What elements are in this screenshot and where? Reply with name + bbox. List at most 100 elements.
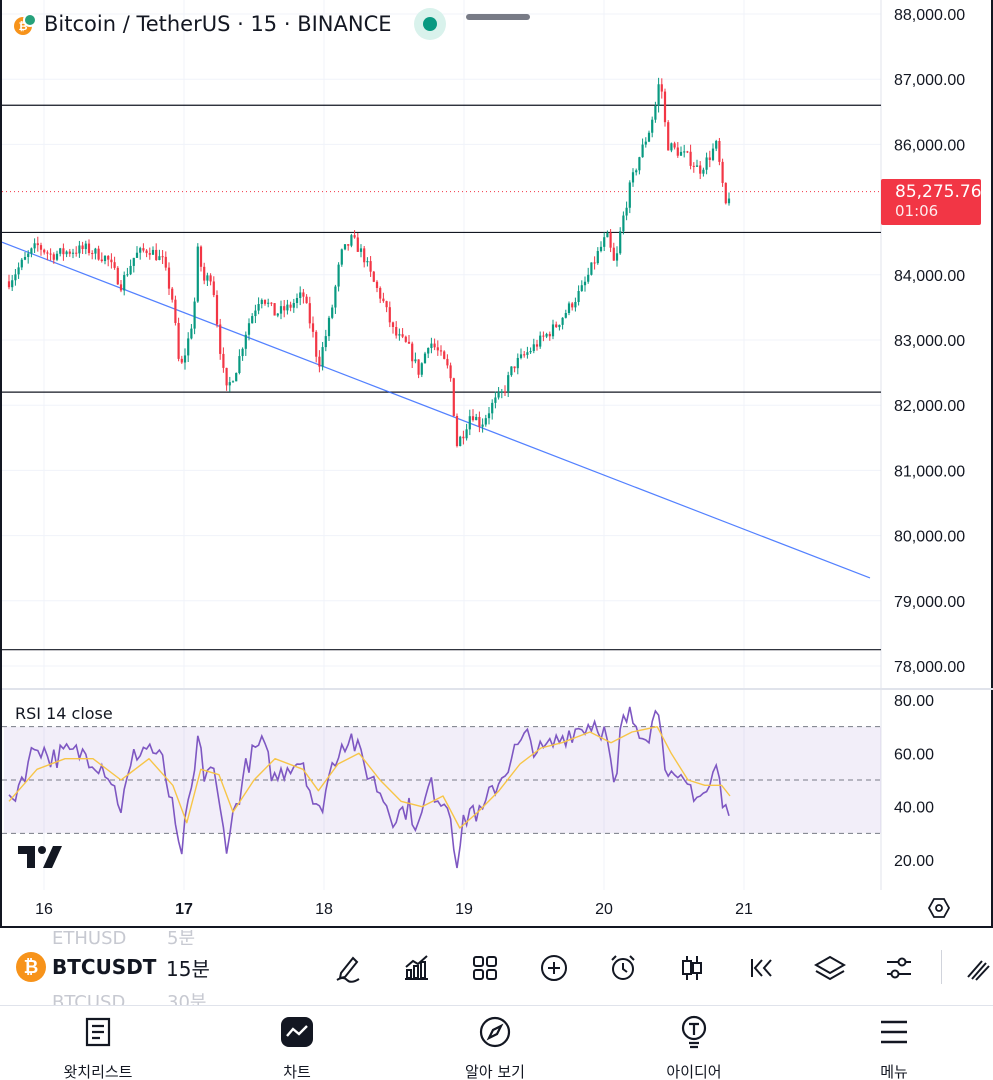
price-axis-label: 82,000.00 (894, 398, 965, 415)
candle-body (491, 402, 494, 414)
candle-body (641, 144, 644, 158)
add-icon[interactable] (534, 948, 574, 988)
symbol-name[interactable]: BTCUSDT (52, 955, 157, 979)
candle-body (283, 306, 286, 311)
candle-body (651, 119, 654, 133)
candle-body (542, 335, 545, 337)
candle-body (251, 316, 254, 324)
candle-body (183, 355, 187, 363)
candle-body (705, 157, 708, 170)
candle-body (350, 235, 353, 246)
candle-body (155, 249, 158, 260)
rsi-legend[interactable]: RSI 14 close (15, 704, 113, 723)
price-axis-label: 88,000.00 (894, 7, 965, 24)
candle-body (372, 271, 375, 282)
candle-body (436, 347, 439, 351)
candle-body (343, 244, 347, 250)
interval-selector[interactable]: 15분 (166, 956, 210, 981)
candle-body (113, 262, 116, 268)
candle-body (103, 256, 107, 262)
candle-body (308, 303, 311, 324)
candle-body (596, 251, 599, 264)
candle-body (455, 415, 459, 447)
candle-body (577, 291, 580, 302)
candle-body (20, 259, 23, 268)
candle-body (49, 253, 52, 255)
candle-body (526, 352, 529, 355)
nav-ideas[interactable]: 아이디어 (634, 1015, 754, 1080)
layers-icon[interactable] (810, 948, 850, 988)
price-chart[interactable]: 88,000.00 87,000.00 86,000.00 84,000.00 83,0… (2, 0, 993, 928)
candle-body (135, 252, 139, 258)
candle-body (539, 335, 542, 347)
candle-body (75, 252, 78, 254)
candle-body (379, 287, 382, 299)
rsi-axis-label: 60.00 (894, 746, 934, 763)
candle-body (321, 347, 324, 367)
candle-body (478, 416, 481, 427)
candle-body (561, 317, 564, 325)
candle-body (228, 382, 231, 386)
candle-body (110, 259, 113, 263)
candle-body (433, 343, 436, 348)
candle-body (385, 301, 388, 308)
drag-handle[interactable] (466, 14, 530, 20)
candle-body (132, 257, 135, 266)
replay-icon[interactable] (741, 948, 781, 988)
chart-settings-icon[interactable] (927, 896, 951, 920)
candle-body (14, 274, 17, 281)
layout-grid-icon[interactable] (465, 948, 505, 988)
nav-explore[interactable]: 알아 보기 (435, 1015, 555, 1080)
candle-body (615, 253, 619, 261)
candle-style-icon[interactable] (672, 948, 712, 988)
candle-body (107, 256, 110, 260)
candle-body (702, 169, 705, 174)
candle-body (718, 140, 721, 162)
candle-body (142, 248, 145, 251)
nav-chart[interactable]: 차트 (237, 1015, 357, 1080)
candle-body (446, 358, 449, 366)
symbol-title[interactable]: Bitcoin / TetherUS · 15 · BINANCE (44, 12, 392, 36)
candle-body (235, 373, 238, 382)
candle-body (190, 328, 193, 339)
candle-body (126, 274, 129, 276)
candle-body (302, 292, 305, 297)
indicators-icon[interactable] (396, 948, 436, 988)
nav-watchlist[interactable]: 왓치리스트 (38, 1015, 158, 1080)
candle-body (324, 336, 327, 348)
magic-tool-icon[interactable] (957, 948, 993, 988)
market-status-icon[interactable] (413, 8, 446, 40)
candle-body (363, 248, 366, 263)
chart-frame[interactable]: 88,000.00 87,000.00 86,000.00 84,000.00 83,0… (0, 0, 993, 928)
settings-sliders-icon[interactable] (879, 948, 919, 988)
last-price: 85,275.76 (895, 182, 982, 202)
candle-body (359, 248, 363, 252)
symbol-picker[interactable]: ₿ BTCUSDT 15분 (16, 952, 210, 982)
tradingview-logo-icon (18, 846, 62, 868)
candle-body (331, 307, 334, 318)
candle-body (670, 143, 673, 151)
candle-body (311, 323, 315, 332)
candle-body (695, 165, 699, 167)
candle-body (318, 356, 321, 367)
candle-body (55, 253, 59, 260)
candle-body (356, 237, 359, 252)
candle-body (692, 165, 695, 167)
candle-body (123, 275, 126, 291)
symbol-picker-ghost-bottom: BTCUSD 30분 (52, 988, 206, 1005)
candle-body (187, 338, 190, 356)
nav-menu[interactable]: 메뉴 (834, 1015, 954, 1080)
candle-body (292, 302, 295, 308)
candle-body (382, 298, 385, 302)
candle-body (609, 232, 612, 248)
candle-body (231, 381, 235, 383)
candle-body (52, 254, 55, 260)
alarm-clock-icon[interactable] (603, 948, 643, 988)
chart-toolbar: ETHUSD 5분 ₿ BTCUSDT 15분 BTCUSD 30분 (0, 930, 993, 1006)
candle-body (430, 343, 433, 349)
candle-body (199, 246, 203, 267)
drawing-tools-icon[interactable] (328, 948, 368, 988)
ghost-symbol: ETHUSD (52, 930, 127, 949)
nav-explore-label: 알아 보기 (465, 1063, 525, 1080)
time-axis-label: 21 (735, 901, 753, 918)
